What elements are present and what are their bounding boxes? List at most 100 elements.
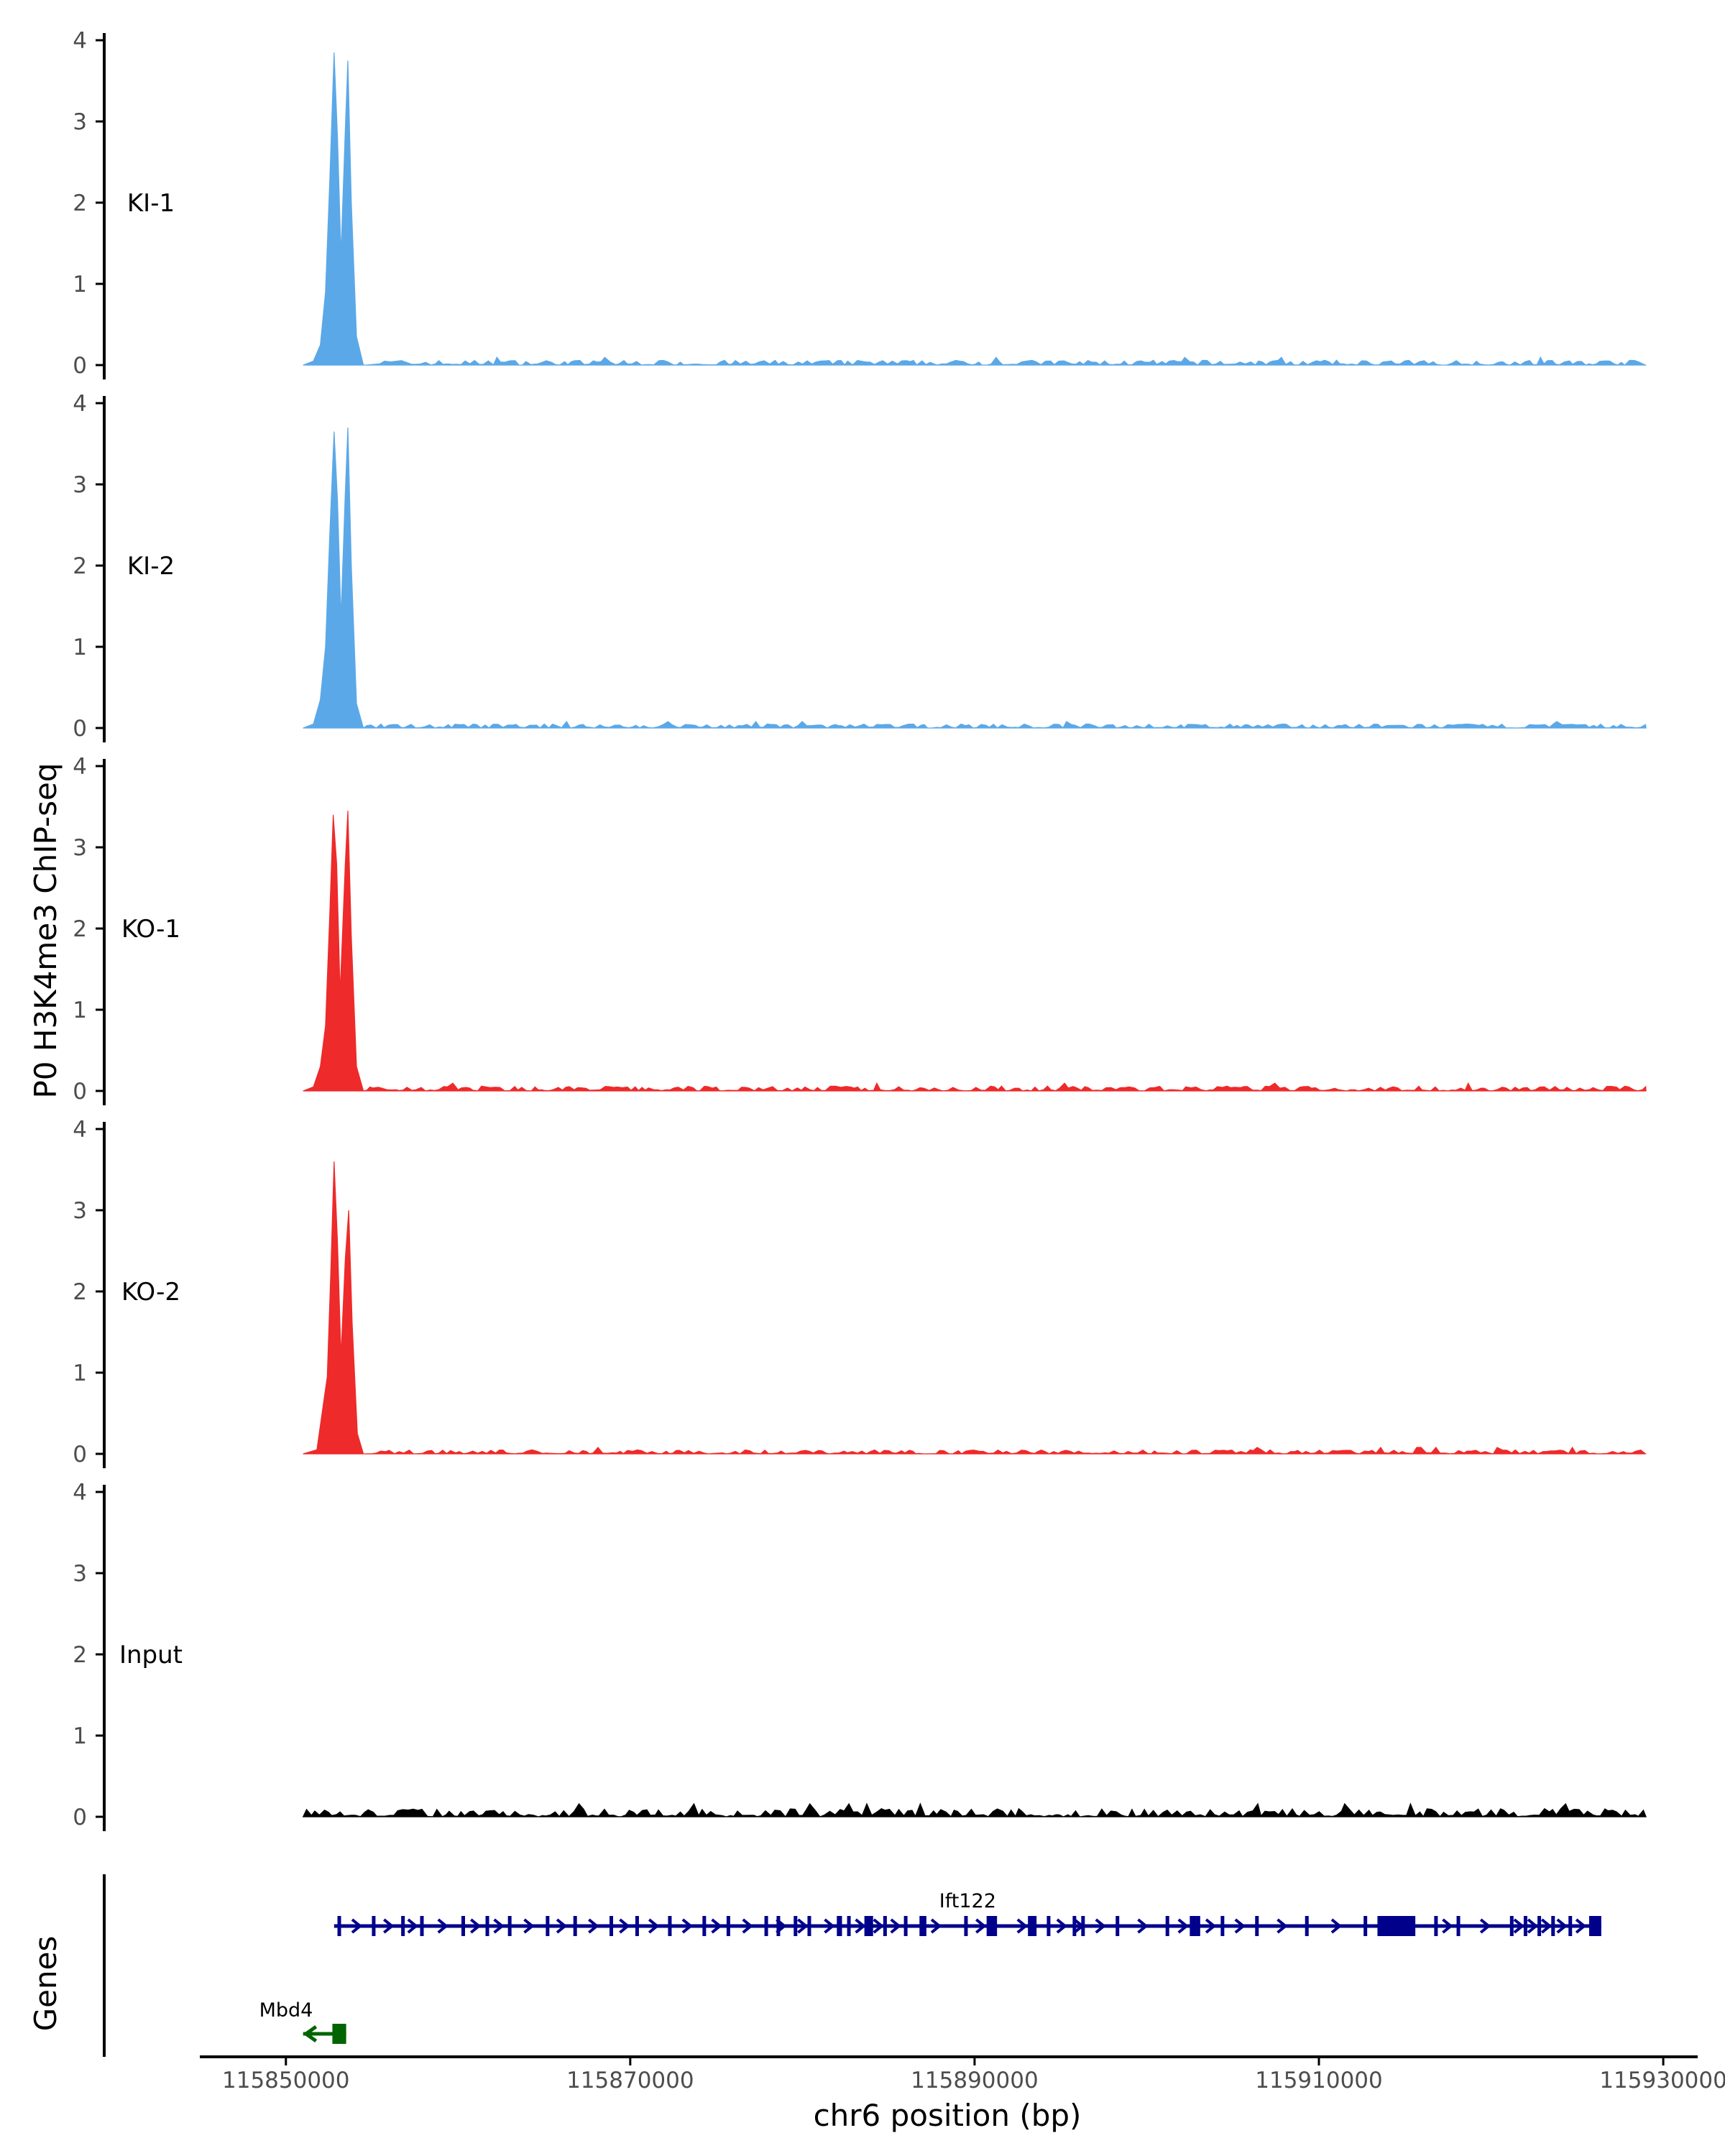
exon [1592,1916,1601,1936]
strand-arrow [1276,1918,1288,1934]
exon [507,1916,512,1936]
y-tick-label: 1 [73,272,87,298]
track-ko-1: 0 1 2 3 4 KO-1 [73,754,1647,1105]
exon [1568,1916,1573,1936]
strand-arrow [873,1918,884,1934]
exon [919,1916,926,1936]
track-ki-1: 0 1 2 3 4 KI-1 [73,28,1647,379]
strand-arrow [930,1918,942,1934]
strand-arrow [797,1918,809,1934]
y-tick-label: 4 [73,754,87,780]
y-tick-label: 2 [73,1642,87,1668]
exon [546,1916,550,1936]
exon [1072,1916,1077,1936]
strand-arrow [711,1918,722,1934]
y-tick-label: 4 [73,1480,87,1506]
signal-tracks: 0 1 2 3 4 KI-1 0 1 2 3 4 KI-2 0 1 2 3 4 KO-1 0 1 2 3 4 KO-2 0 1 2 3… [73,28,1647,1831]
exon [1046,1916,1051,1936]
track-ko-2: 0 1 2 3 4 KO-2 [73,1117,1647,1468]
exon [1305,1916,1309,1936]
strand-arrow [975,1918,987,1934]
y-tick-label: 0 [73,716,87,742]
strand-arrow [1442,1918,1453,1934]
exon [573,1916,577,1936]
exon [401,1916,405,1936]
exon [372,1916,376,1936]
strand-arrow [1177,1918,1189,1934]
y-tick-label: 1 [73,1360,87,1386]
x-tick-label: 115870000 [566,2068,694,2093]
strand-arrow [1234,1918,1246,1934]
exon [864,1916,872,1936]
exon [847,1916,851,1936]
strand-arrow [1540,1918,1552,1934]
strand-arrow [1056,1918,1068,1934]
strand-arrow [1575,1918,1587,1934]
exon [1377,1916,1416,1936]
strand-arrow [437,1918,448,1934]
exon [964,1916,968,1936]
strand-arrow [890,1918,901,1934]
y-tick-label: 4 [73,28,87,54]
y-tick-label: 1 [73,635,87,660]
strand-arrow [469,1918,482,1934]
strand-arrow [648,1918,660,1934]
track-label: KO-2 [121,1278,180,1307]
exon [1509,1916,1514,1936]
strand-arrow [742,1918,753,1934]
strand-arrow [556,1918,568,1934]
genes-track: Ift122 Mbd4 [103,1874,1601,2057]
x-axis-title: chr6 position (bp) [814,2098,1082,2133]
y-tick-label: 3 [73,1198,87,1224]
signal-area-ki-2 [303,427,1647,729]
y-tick-label: 1 [73,998,87,1023]
y-axis-title: P0 H3K4me3 ChIP-seq [28,763,63,1098]
exon [1523,1916,1527,1936]
x-tick-label: 115890000 [911,2068,1039,2093]
x-tick-label: 115910000 [1255,2068,1383,2093]
exon [903,1916,908,1936]
y-tick-label: 3 [73,472,87,498]
strand-arrow [1556,1918,1568,1934]
exon [1434,1916,1438,1936]
strand-arrow [407,1918,418,1934]
exon [702,1916,707,1936]
exon [764,1916,768,1936]
y-tick-label: 3 [73,835,87,861]
strand-arrow [1205,1918,1217,1934]
genes-track-title: Genes [28,1936,63,2032]
strand-arrow [1137,1918,1149,1934]
exon [807,1916,811,1936]
strand-arrow [303,2024,318,2043]
track-label: KO-1 [121,915,180,944]
strand-arrow [1479,1918,1491,1934]
y-tick-label: 2 [73,916,87,942]
x-tick-label: 115850000 [222,2068,350,2093]
exon [1456,1916,1460,1936]
strand-arrow [1527,1918,1539,1934]
exon [1116,1916,1120,1936]
strand-arrow [493,1918,505,1934]
exon [776,1916,781,1936]
exon [1588,1916,1593,1936]
strand-arrow [1330,1918,1343,1934]
y-tick-label: 0 [73,353,87,379]
y-tick-label: 2 [73,1279,87,1305]
strand-arrow [1095,1918,1106,1934]
exon [1220,1916,1225,1936]
exon [668,1916,672,1936]
track-input: 0 1 2 3 4 Input [73,1480,1647,1831]
signal-area-ko-1 [303,811,1647,1092]
y-tick-label: 4 [73,1117,87,1143]
exon [1196,1916,1200,1936]
y-tick-label: 2 [73,190,87,216]
y-tick-label: 2 [73,553,87,579]
strand-arrow [824,1918,835,1934]
exon [1363,1916,1368,1936]
strand-arrow [351,1918,363,1934]
exon [986,1916,995,1936]
exon [1190,1916,1197,1936]
strand-arrow [681,1918,694,1934]
exon [332,2024,346,2044]
